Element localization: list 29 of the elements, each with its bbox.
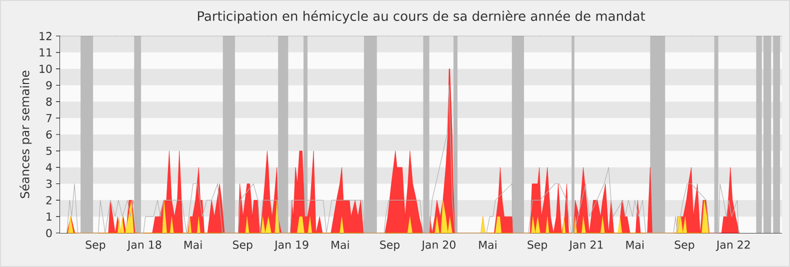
y-tick-label: 7: [46, 114, 52, 122]
x-tick-label: Mai: [626, 240, 644, 250]
x-tick-label: Jan 18: [126, 240, 162, 251]
x-tick-label: Mai: [184, 240, 202, 250]
chart-title: Participation en hémicycle au cours de sa dernière année de mandat: [198, 10, 646, 24]
y-tick-label: 9: [46, 81, 52, 90]
x-tick-label: Sep: [380, 240, 400, 251]
x-tick-label: Sep: [528, 240, 548, 251]
y-tick-label: 12: [40, 32, 52, 40]
x-tick-label: Mai: [332, 240, 349, 250]
y-tick-label: 8: [46, 98, 52, 106]
x-tick-label: Jan 19: [274, 240, 308, 251]
y-tick-label: 11: [40, 48, 52, 56]
x-tick-label: Sep: [674, 240, 694, 251]
x-tick-label: Jan 22: [716, 240, 750, 251]
y-tick-label: 1: [46, 212, 52, 221]
x-tick-label: Jan 20: [421, 240, 456, 251]
x-tick-label: Sep: [86, 240, 106, 251]
y-tick-label: 3: [46, 180, 52, 188]
y-tick-label: 4: [46, 163, 52, 172]
y-axis-title: Séances par semaine: [20, 70, 32, 198]
y-tick-label: 0: [46, 228, 52, 238]
y-tick-label: 10: [40, 64, 52, 73]
y-tick-label: 2: [46, 196, 52, 204]
x-tick-label: Sep: [232, 240, 252, 251]
y-tick-label: 5: [46, 146, 52, 156]
x-tick-label: Mai: [479, 240, 496, 250]
x-tick-label: Jan 21: [568, 240, 603, 251]
y-tick-label: 6: [46, 130, 52, 139]
